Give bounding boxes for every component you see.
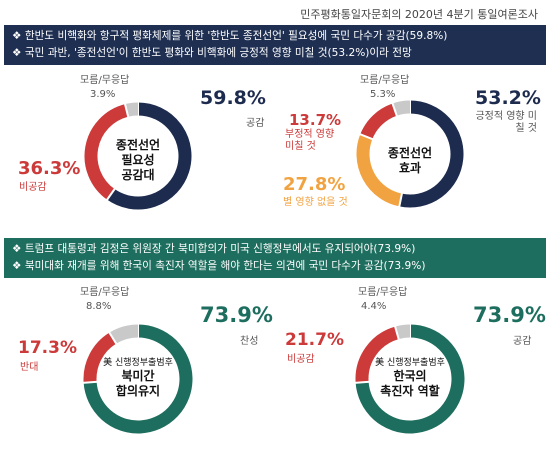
agree-value: 73.9% (473, 303, 546, 327)
dont-know-value: 4.4% (361, 301, 387, 312)
dont-know-label: 모름/무응답 (80, 287, 130, 298)
slice-separator-2 (108, 331, 118, 346)
support-value: 73.9% (200, 303, 273, 327)
dont-know-value: 5.3% (370, 89, 396, 100)
donut-center-label: 美 신행정부출범후 북미간 합의유지 (93, 358, 183, 399)
slice-separator-1 (82, 380, 98, 384)
donut-slice-2 (360, 103, 398, 140)
center-line: 공감대 (121, 168, 155, 182)
slice-separator-1 (398, 192, 404, 208)
slice-separator-2 (123, 102, 130, 118)
donut-chart-korea-facilitator: 美 신행정부출범후 한국의 촉진자 역할 모름/무응답 4.4% 73.9% 공… (275, 279, 550, 450)
disagree-label: 비공감 (287, 354, 315, 365)
positive-label: 긍정적 영향 미칠 것 (475, 111, 537, 134)
dont-know-value: 8.8% (86, 301, 112, 312)
donut-slice-0 (355, 324, 465, 434)
disagree-label: 비공감 (19, 182, 47, 193)
donut-slice-1 (83, 332, 117, 383)
donut-slice-1 (356, 134, 403, 207)
oppose-value: 17.3% (18, 338, 77, 358)
survey-source: 민주평화통일자문회의 2020년 4분기 통일여론조사 (300, 8, 538, 21)
agree-value: 59.8% (200, 87, 266, 109)
donut-slice-1 (84, 104, 129, 200)
donut-svg (354, 323, 465, 434)
donut-svg (84, 101, 192, 210)
donut-center-label: 美 신행정부출범후 한국의 촉진자 역할 (365, 358, 455, 399)
center-line: 한국의 (393, 369, 427, 384)
center-line: 종전선언 (115, 138, 161, 152)
banner-line: ❖ 국민 과반, '종전선언'이 한반도 평화와 비핵화에 긍정적 영향 미칠 … (12, 47, 412, 59)
center-line: 합의유지 (115, 384, 161, 399)
summary-banner-top: ❖ 한반도 비핵화와 항구적 평화체제를 위한 '한반도 종전선언' 필요성에 … (4, 25, 546, 65)
slice-separator-2 (358, 133, 374, 141)
no-effect-value: 27.8% (283, 174, 346, 195)
dont-know-label: 모름/무응답 (360, 75, 410, 86)
agree-label: 공감 (246, 118, 265, 129)
disagree-value: 21.7% (285, 330, 344, 350)
negative-label: 부정적 영향 미칠 것 (285, 129, 335, 152)
donut-slice-3 (392, 100, 411, 116)
banner-line: ❖ 트럼프 대통령과 김정은 위원장 간 북미합의가 미국 신행정부에서도 유지… (12, 243, 416, 255)
summary-banner-bottom: ❖ 트럼프 대통령과 김정은 위원장 간 북미합의가 미국 신행정부에서도 유지… (4, 238, 546, 278)
slice-separator-2 (393, 325, 400, 341)
donut-center-label: 종전선언 필요성 공감대 (96, 138, 180, 183)
oppose-label: 반대 (20, 362, 39, 373)
center-line: 종전선언 (387, 146, 433, 160)
donut-slice-0 (107, 102, 192, 210)
disagree-value: 36.3% (18, 158, 81, 179)
donut-slice-2 (125, 102, 139, 117)
negative-value: 13.7% (289, 111, 342, 129)
dont-know-label: 모름/무응답 (80, 75, 130, 86)
agree-label: 공감 (513, 336, 532, 347)
slice-separator-1 (105, 187, 117, 202)
donut-center-label: 종전선언 효과 (370, 146, 450, 176)
donut-slice-2 (395, 324, 411, 340)
center-line: 필요성 (121, 153, 155, 167)
positive-value: 53.2% (475, 87, 541, 109)
support-label: 찬성 (240, 336, 259, 347)
donut-slice-0 (399, 100, 464, 208)
dont-know-value: 3.9% (90, 89, 116, 100)
slice-separator-3 (391, 102, 399, 117)
donut-svg (82, 323, 193, 434)
center-line: 효과 (398, 161, 422, 175)
slice-separator-1 (354, 380, 370, 384)
dont-know-label: 모름/무응답 (358, 287, 408, 298)
center-line: 촉진자 역할 (380, 384, 440, 399)
center-subtitle: 美 신행정부출범후 (103, 358, 173, 368)
donut-chart-end-of-war-effect: 종전선언 효과 모름/무응답 5.3% 53.2% 긍정적 영향 미칠 것 13… (275, 66, 550, 238)
donut-slice-2 (109, 324, 139, 344)
donut-svg (356, 99, 464, 208)
center-line: 북미간 (121, 369, 155, 384)
center-subtitle: 美 신행정부출범후 (375, 358, 445, 368)
banner-line: ❖ 한반도 비핵화와 항구적 평화체제를 위한 '한반도 종전선언' 필요성에 … (12, 30, 448, 42)
banner-line: ❖ 북미대화 재개를 위해 한국이 촉진자 역할을 해야 한다는 의견에 국민 … (12, 260, 426, 272)
donut-slice-1 (355, 326, 399, 383)
donut-chart-end-of-war-need: 종전선언 필요성 공감대 모름/무응답 3.9% 59.8% 공감 36.3% … (0, 66, 275, 238)
donut-slice-0 (83, 324, 193, 434)
no-effect-label: 별 영향 없을 것 (283, 197, 348, 208)
donut-chart-nk-us-agreement: 美 신행정부출범후 북미간 합의유지 모름/무응답 8.8% 73.9% 찬성 … (0, 279, 275, 450)
